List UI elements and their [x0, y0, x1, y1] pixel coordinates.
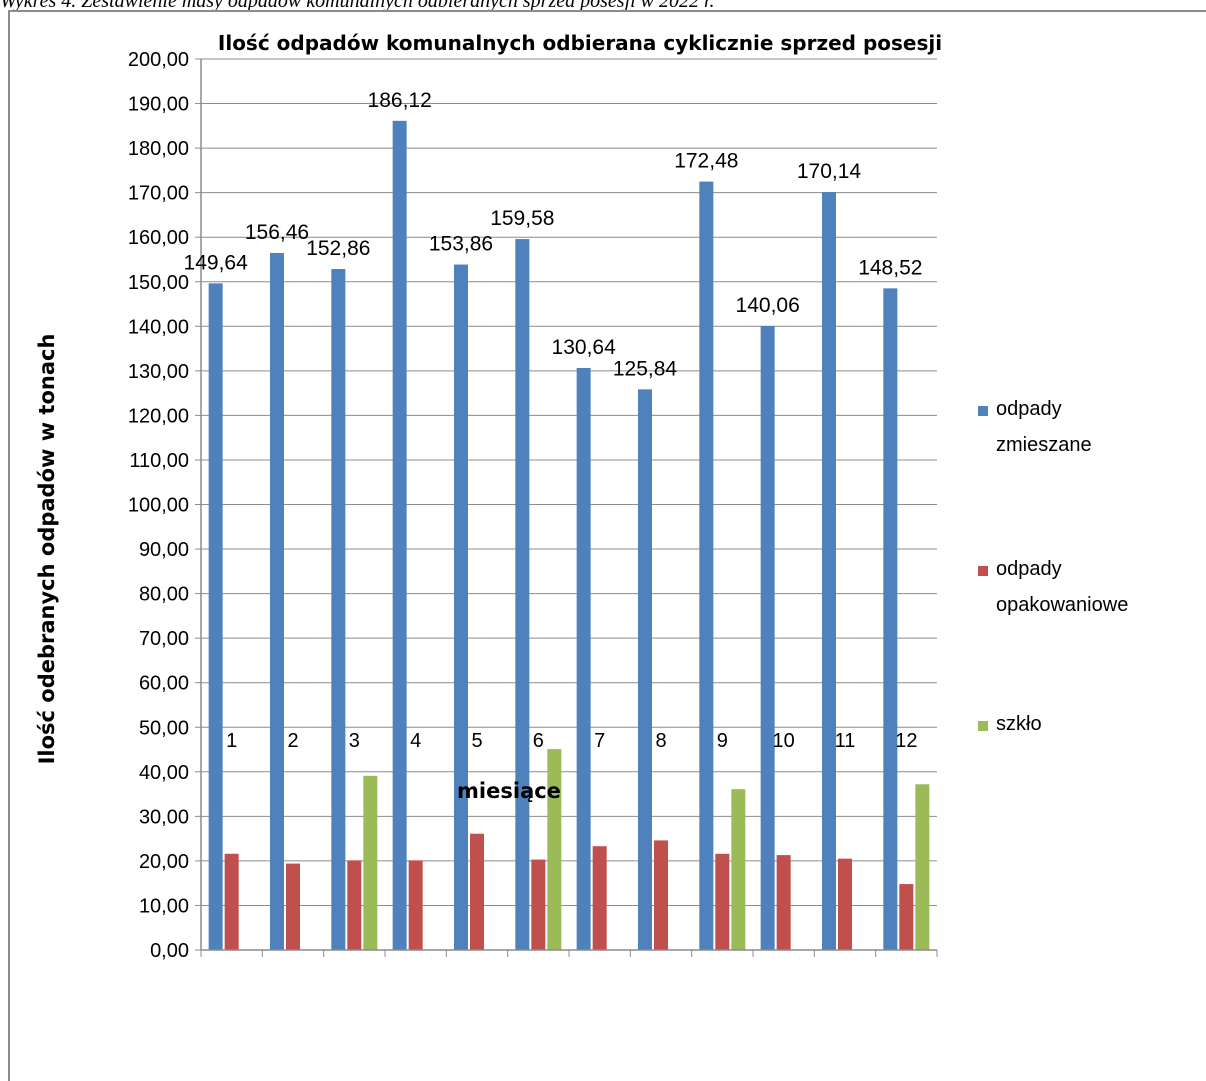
y-tick-label: 40,00	[139, 762, 189, 784]
y-tick-label: 160,00	[128, 227, 189, 249]
bar-packaging	[899, 884, 914, 950]
y-tick-label: 110,00	[129, 450, 189, 472]
legend-label: odpady	[996, 398, 1062, 420]
x-tick-label: 2	[287, 730, 298, 752]
bar-mixed	[515, 239, 530, 950]
x-tick-label: 8	[655, 730, 666, 752]
bar-packaging	[531, 859, 546, 950]
data-label: 186,12	[368, 89, 432, 112]
bar-mixed	[699, 181, 714, 951]
data-label: 156,46	[245, 221, 309, 244]
bar-mixed	[454, 264, 468, 950]
y-tick-label: 70,00	[139, 628, 189, 650]
legend-swatch	[978, 721, 988, 731]
y-tick-label: 80,00	[139, 584, 189, 606]
x-tick-label: 10	[773, 730, 795, 752]
y-tick-label: 180,00	[128, 138, 189, 160]
data-label: 172,48	[674, 150, 738, 173]
data-label: 125,84	[613, 357, 678, 380]
x-axis-title: miesiące	[457, 779, 561, 803]
y-tick-label: 120,00	[128, 405, 189, 427]
legend-label: odpady	[996, 558, 1062, 580]
legend-swatch	[978, 566, 988, 576]
gridlines	[201, 58, 937, 906]
y-tick-label: 200,00	[128, 49, 189, 71]
bar-mixed	[270, 252, 284, 950]
bar-packaging	[408, 860, 423, 950]
legend-label: zmieszane	[996, 434, 1092, 456]
bar-packaging	[470, 833, 484, 950]
bar-packaging	[654, 840, 668, 950]
bar-glass	[915, 784, 930, 950]
bar-packaging	[715, 853, 730, 950]
bar-glass	[363, 775, 378, 950]
x-tick-label: 11	[835, 730, 856, 752]
bar-packaging	[224, 853, 239, 950]
bar-glass	[731, 789, 746, 950]
x-tick-label: 12	[895, 730, 917, 752]
y-tick-label: 30,00	[139, 806, 189, 828]
bar-mixed	[883, 288, 898, 951]
y-tick-label: 50,00	[139, 717, 189, 739]
bar-packaging	[592, 846, 607, 950]
x-tick-label: 4	[410, 730, 421, 752]
y-tick-label: 60,00	[139, 673, 189, 695]
axes: 0,00 10,00 20,00 30,00 40,00 50,00 60,00 70,00 8…	[128, 49, 938, 962]
x-tick-label: 1	[226, 730, 237, 752]
data-label: 149,64	[184, 251, 249, 274]
bar-packaging	[286, 863, 300, 950]
chart-title: Ilość odpadów komunalnych odbierana cykl…	[218, 31, 942, 55]
data-label: 153,86	[429, 233, 493, 256]
y-tick-label: 100,00	[128, 495, 189, 517]
y-tick-label: 140,00	[128, 316, 189, 338]
figure-caption: Wykres 4. Zestawienie masy odpadów komun…	[0, 0, 715, 12]
bar-mixed	[208, 283, 223, 951]
x-tick-label: 7	[594, 730, 605, 752]
chart-frame	[8, 10, 1206, 1081]
bar-mixed	[331, 269, 346, 951]
bars	[208, 120, 930, 951]
x-tick-label: 6	[533, 730, 544, 752]
data-label: 140,06	[736, 294, 800, 317]
bar-mixed	[638, 389, 652, 950]
legend-label: szkło	[996, 713, 1042, 735]
bar-mixed	[760, 326, 775, 950]
legend-swatch	[978, 406, 988, 416]
legend-label: opakowaniowe	[996, 594, 1128, 616]
y-tick-label: 10,00	[139, 895, 189, 917]
y-tick-label: 20,00	[139, 851, 189, 873]
legend: odpady zmieszane odpady opakowaniowe szkło	[978, 398, 1128, 735]
bar-mixed	[822, 192, 836, 950]
bar-packaging	[347, 860, 362, 950]
y-tick-label: 190,00	[128, 94, 189, 116]
bar-mixed	[392, 120, 407, 951]
y-tick-label: 90,00	[139, 539, 189, 561]
data-label: 148,52	[858, 256, 922, 279]
y-tick-label: 170,00	[128, 183, 189, 205]
bar-mixed	[576, 367, 591, 951]
bar-glass	[547, 749, 562, 950]
x-tick-label: 9	[717, 730, 728, 752]
data-label: 170,14	[797, 160, 862, 183]
bar-packaging	[776, 855, 791, 950]
x-tick-label: 5	[471, 730, 482, 752]
bar-packaging	[838, 858, 852, 950]
y-tick-label: 0,00	[150, 940, 189, 962]
x-tick-label: 3	[349, 730, 360, 752]
y-tick-label: 150,00	[128, 272, 189, 294]
data-label: 159,58	[490, 207, 554, 230]
y-tick-label: 130,00	[128, 361, 189, 383]
y-axis-title: Ilość odebranych odpadów w tonach	[35, 334, 59, 765]
data-label: 152,86	[306, 237, 370, 260]
data-label: 130,64	[552, 336, 617, 359]
